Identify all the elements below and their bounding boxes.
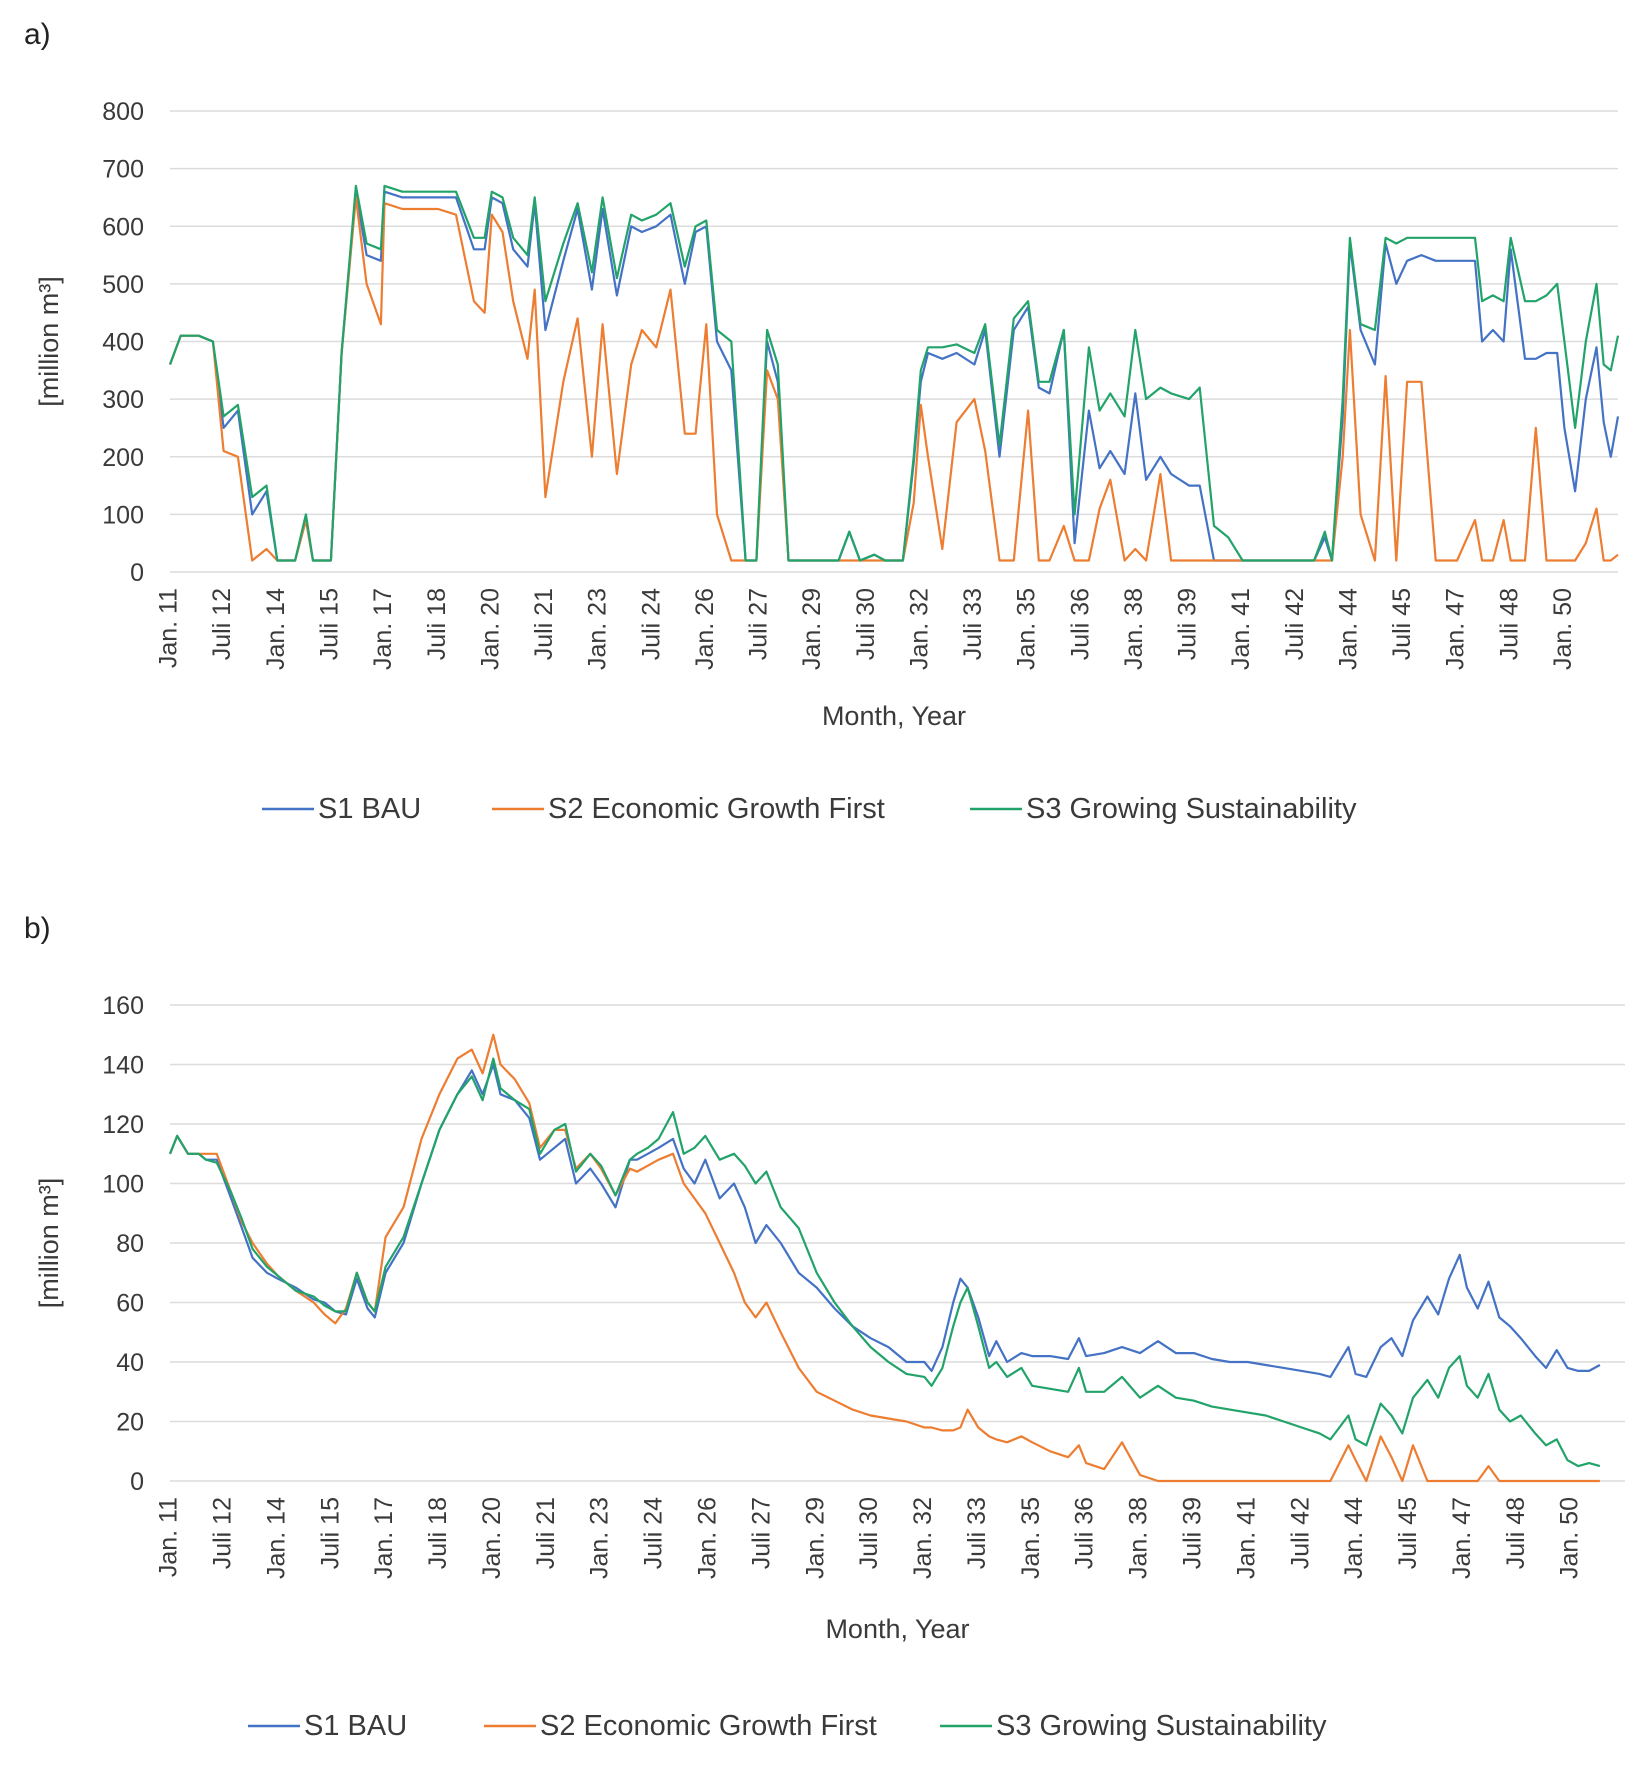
series-line-s1	[168, 190, 1620, 562]
x-tick-label: Jan. 47	[1442, 588, 1470, 670]
legend-label: S2 Economic Growth First	[540, 1710, 877, 1742]
x-tick-label: Jan. 29	[801, 1497, 829, 1579]
x-tick-label: Jan. 35	[1017, 1497, 1045, 1579]
x-tick-label: Jan. 14	[262, 1497, 290, 1579]
y-tick-label: 200	[102, 444, 144, 472]
x-tick-label: Juli 15	[315, 588, 343, 660]
panel-label-b: b)	[24, 912, 51, 945]
x-tick-label: Juli 12	[208, 588, 236, 660]
y-tick-label: 0	[130, 559, 144, 587]
x-tick-label: Juli 18	[423, 588, 451, 660]
x-tick-label: Juli 24	[637, 588, 665, 660]
y-tick-label: 700	[102, 156, 144, 184]
y-tick-label: 160	[102, 992, 144, 1020]
x-tick-label: Jan. 17	[369, 588, 397, 670]
x-tick-label: Juli 27	[747, 1497, 775, 1569]
x-tick-label: Juli 30	[852, 588, 880, 660]
x-tick-label: Jan. 41	[1227, 588, 1255, 670]
x-tick-label: Juli 33	[959, 588, 987, 660]
x-tick-label: Jan. 23	[586, 1497, 614, 1579]
y-tick-label: 500	[102, 271, 144, 299]
x-tick-label: Juli 42	[1286, 1497, 1314, 1569]
chart-b: 0 20 40 60 80 100 120 140 160 Jan. 11 Juli 12 Jan. …	[34, 992, 1625, 1742]
x-tick-label: Jan. 41	[1232, 1497, 1260, 1579]
x-tick-label: Jan. 35	[1013, 588, 1041, 670]
x-tick-label: Jan. 44	[1334, 588, 1362, 670]
series-line-s3	[168, 1057, 1601, 1468]
x-tick-label: Jan. 17	[370, 1497, 398, 1579]
x-tick-label: Jan. 38	[1120, 588, 1148, 670]
y-axis-title: [million m³]	[34, 1178, 64, 1309]
x-tick-label: Jan. 20	[478, 1497, 506, 1579]
x-tick-label: Juli 39	[1174, 588, 1202, 660]
x-tick-label: Jan. 50	[1549, 588, 1577, 670]
x-tick-label: Jan. 11	[155, 588, 183, 668]
x-tick-label: Jan. 50	[1556, 1497, 1584, 1579]
y-tick-label: 100	[102, 501, 144, 529]
y-tick-label: 120	[102, 1111, 144, 1139]
legend-label: S3 Growing Sustainability	[1026, 793, 1357, 825]
x-tick-label: Juli 48	[1495, 588, 1523, 660]
y-tick-label: 300	[102, 386, 144, 414]
x-tick-label: Jan. 44	[1340, 1497, 1368, 1579]
legend-label: S3 Growing Sustainability	[996, 1710, 1327, 1742]
y-tick-label: 140	[102, 1052, 144, 1080]
x-tick-label: Juli 27	[745, 588, 773, 660]
y-tick-label: 40	[116, 1349, 144, 1377]
x-tick-label: Juli 39	[1178, 1497, 1206, 1569]
x-tick-label: Jan. 32	[909, 1497, 937, 1579]
x-tick-label: Juli 12	[208, 1497, 236, 1569]
y-tick-label: 0	[130, 1468, 144, 1496]
x-tick-label: Juli 36	[1066, 588, 1094, 660]
x-tick-label: Juli 33	[963, 1497, 991, 1569]
x-tick-label: Juli 21	[532, 1497, 560, 1569]
x-tick-label: Jan. 26	[691, 588, 719, 670]
y-tick-label: 60	[116, 1290, 144, 1318]
x-tick-label: Juli 42	[1281, 588, 1309, 660]
x-tick-label: Juli 36	[1071, 1497, 1099, 1569]
y-tick-label: 100	[102, 1171, 144, 1199]
x-axis-title: Month, Year	[822, 701, 966, 731]
x-tick-label: Jan. 32	[905, 588, 933, 670]
x-tick-label: Juli 18	[424, 1497, 452, 1569]
x-tick-label: Jan. 47	[1448, 1497, 1476, 1579]
panel-label-a: a)	[24, 18, 51, 51]
y-tick-label: 600	[102, 213, 144, 241]
chart-a: 0 100 200 300 400 500 600 700 800 Jan. 11 Juli 12 J…	[34, 98, 1620, 825]
x-axis-title: Month, Year	[825, 1614, 969, 1644]
series-line-s3	[168, 184, 1620, 562]
y-tick-label: 400	[102, 329, 144, 357]
x-tick-label: Juli 45	[1388, 588, 1416, 660]
x-tick-label: Juli 21	[530, 588, 558, 660]
x-tick-label: Jan. 23	[584, 588, 612, 670]
x-tick-label: Juli 30	[855, 1497, 883, 1569]
x-tick-label: Juli 45	[1394, 1497, 1422, 1569]
x-tick-label: Jan. 14	[262, 588, 290, 670]
x-tick-label: Jan. 29	[798, 588, 826, 670]
y-tick-label: 20	[116, 1409, 144, 1437]
x-tick-label: Juli 48	[1502, 1497, 1530, 1569]
x-tick-label: Jan. 26	[693, 1497, 721, 1579]
x-tick-label: Jan. 11	[155, 1497, 183, 1577]
legend-label: S1 BAU	[304, 1710, 407, 1742]
x-tick-label: Jan. 20	[476, 588, 504, 670]
series-line-s1	[168, 1063, 1601, 1378]
y-tick-label: 800	[102, 98, 144, 126]
x-tick-label: Juli 15	[316, 1497, 344, 1569]
y-tick-label: 80	[116, 1230, 144, 1258]
x-tick-label: Jan. 38	[1125, 1497, 1153, 1579]
legend-label: S1 BAU	[318, 793, 421, 825]
y-axis-title: [million m³]	[34, 276, 64, 407]
x-tick-label: Juli 24	[640, 1497, 668, 1569]
series-line-s2	[168, 1033, 1600, 1483]
legend-label: S2 Economic Growth First	[548, 793, 885, 825]
series-line-s2	[168, 196, 1619, 562]
